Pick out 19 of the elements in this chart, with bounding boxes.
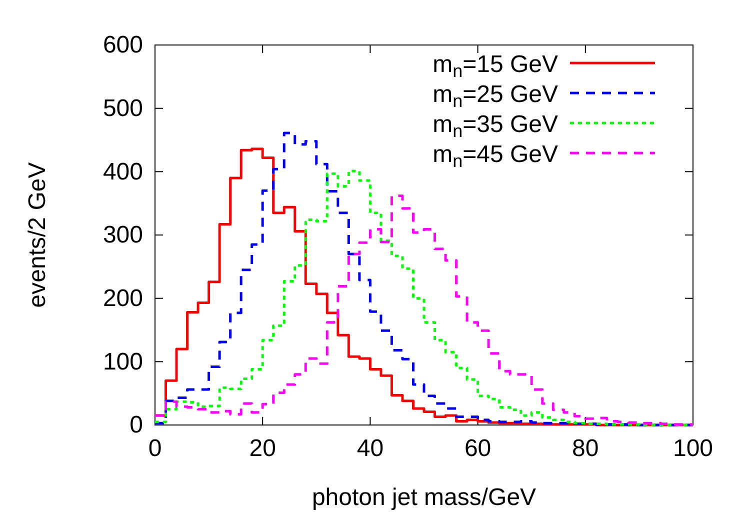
y-axis-title: events/2 GeV	[24, 162, 51, 308]
x-tick-label: 80	[572, 435, 599, 462]
legend-label: m$_{n}$=35 GeV	[432, 111, 558, 142]
x-tick-label: 60	[464, 435, 492, 462]
x-axis-title: photon jet mass/GeV	[312, 484, 536, 511]
x-tick-label: 0	[148, 435, 162, 462]
y-tick-label: 100	[102, 348, 143, 376]
y-tick-label: 200	[102, 285, 143, 312]
legend-label: m$_{n}$=45 GeV	[432, 141, 558, 172]
y-tick-label: 600	[102, 32, 143, 59]
y-tick-label: 0	[130, 412, 143, 439]
y-tick-label: 400	[102, 158, 143, 186]
x-tick-label: 20	[249, 435, 276, 462]
x-tick-label: 40	[356, 435, 384, 462]
y-tick-label: 500	[102, 95, 143, 122]
x-tick-label: 100	[672, 435, 714, 462]
y-tick-label: 300	[102, 222, 143, 249]
legend-label: m$_{n}$=25 GeV	[432, 81, 558, 112]
legend-label: m$_{n}$=15 GeV	[432, 51, 558, 82]
